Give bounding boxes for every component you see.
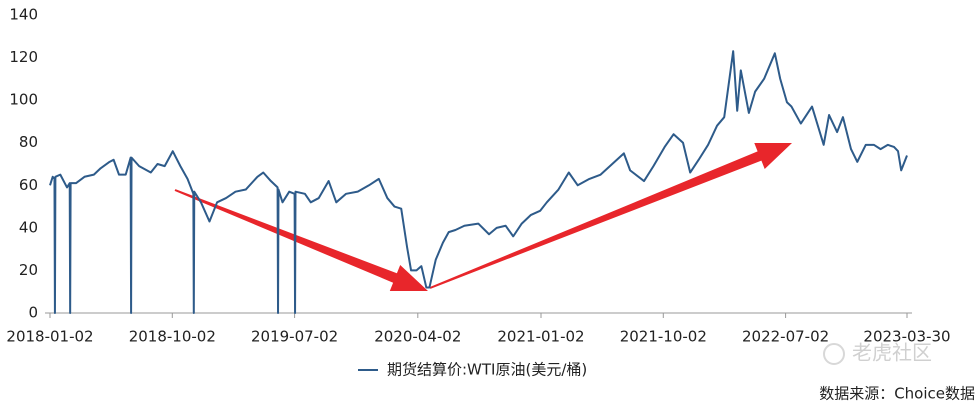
x-tick-label: 2023-03-30: [863, 328, 950, 346]
x-tick-label: 2021-01-02: [497, 328, 584, 346]
x-tick-label: 2021-10-02: [620, 328, 707, 346]
x-tick-label: 2019-07-02: [251, 328, 338, 346]
legend-label: 期货结算价:WTI原油(美元/桶): [387, 361, 587, 379]
y-tick-label: 20: [19, 261, 38, 279]
y-tick-label: 0: [28, 304, 38, 322]
watermark: 老虎社区: [852, 341, 932, 365]
source: 数据来源：Choice数据: [819, 385, 975, 403]
y-tick-label: 40: [19, 218, 38, 236]
y-tick-label: 100: [9, 91, 38, 109]
watermark-icon: [823, 343, 845, 365]
y-tick-label: 60: [19, 176, 38, 194]
y-tick-label: 120: [9, 48, 38, 66]
x-tick-label: 2020-04-02: [374, 328, 461, 346]
trend-arrow: [174, 189, 428, 291]
x-tick-label: 2022-07-02: [742, 328, 829, 346]
x-tick-label: 2018-10-02: [129, 328, 216, 346]
y-tick-label: 80: [19, 133, 38, 151]
trend-arrow: [429, 143, 792, 289]
data-line: [49, 50, 908, 314]
y-tick-label: 140: [9, 6, 38, 24]
x-tick-label: 2018-01-02: [6, 328, 93, 346]
